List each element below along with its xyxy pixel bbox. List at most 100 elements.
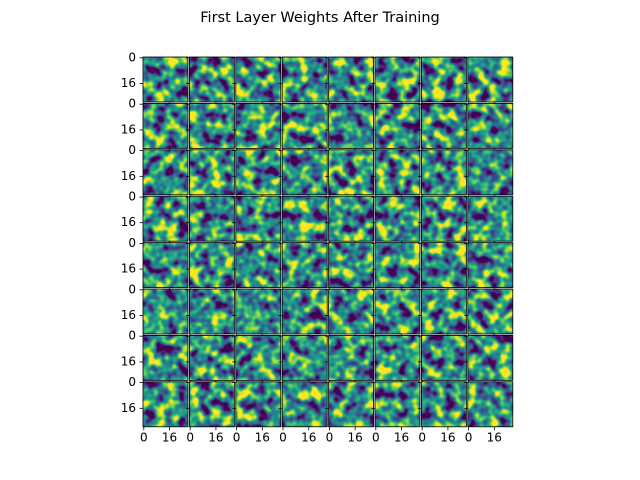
x-tick-label: 16: [208, 430, 223, 444]
panel-frame: [281, 334, 328, 381]
x-tick-label: 0: [140, 430, 148, 444]
panel-frame: [420, 195, 467, 242]
panel-frame: [188, 288, 235, 335]
weight-image: [328, 335, 374, 381]
weight-image: [421, 103, 467, 149]
weight-image: [375, 381, 420, 427]
chart-title: First Layer Weights After Training: [200, 10, 439, 26]
panel-frame: [188, 56, 235, 103]
panel-frame: [328, 288, 375, 335]
panel-frame: [328, 242, 375, 289]
y-tick-label: 0: [128, 236, 136, 250]
panel-frame: [188, 242, 235, 289]
weight-image: [375, 289, 420, 334]
panel-frame: [467, 242, 514, 289]
weight-image: [189, 289, 235, 334]
weight-image: [421, 381, 467, 427]
y-tick-label: 0: [128, 50, 136, 64]
y-tick-label: 0: [128, 329, 136, 343]
panel-frame: [188, 195, 235, 242]
weight-image: [143, 196, 188, 242]
panel-frame: [281, 149, 328, 196]
panel-frame: [328, 334, 375, 381]
panel-frame: [374, 195, 421, 242]
panel-frame: [374, 381, 421, 428]
y-tick-label: 0: [128, 143, 136, 157]
weight-image: [189, 196, 235, 242]
panel-frame: [281, 195, 328, 242]
y-tick-label: 0: [128, 190, 136, 204]
weight-image: [375, 335, 420, 381]
panel-frame: [374, 242, 421, 289]
panel-frame: [235, 242, 282, 289]
weight-image: [189, 103, 235, 149]
weight-image: [328, 381, 374, 427]
weight-image: [421, 289, 467, 334]
weight-image: [328, 289, 374, 334]
x-tick-label: 16: [162, 430, 177, 444]
panel-frame: [467, 334, 514, 381]
y-tick-label: 16: [121, 401, 136, 415]
panel-frame: [281, 381, 328, 428]
weight-image: [375, 242, 420, 288]
panel-frame: [188, 149, 235, 196]
panel-frame: [142, 288, 189, 335]
weight-image: [282, 149, 328, 195]
panel-frame: [281, 288, 328, 335]
panel-frame: [328, 103, 375, 149]
weight-image: [467, 242, 513, 288]
panel-frame: [188, 103, 235, 149]
weight-image: [189, 335, 235, 381]
y-tick-label: 16: [121, 169, 136, 183]
weight-image: [189, 381, 235, 427]
weight-image: [189, 242, 235, 288]
x-tick-label: 16: [394, 430, 409, 444]
weight-image: [235, 57, 281, 102]
weight-image: [467, 103, 513, 149]
weight-image: [467, 196, 513, 242]
panel-frame: [281, 103, 328, 149]
weight-image: [421, 335, 467, 381]
panel-frame: [420, 242, 467, 289]
weight-image: [189, 149, 235, 195]
weight-image: [282, 381, 328, 427]
weight-image: [328, 242, 374, 288]
x-tick-label: 0: [186, 430, 194, 444]
x-tick-label: 0: [279, 430, 287, 444]
weight-image: [143, 57, 188, 102]
weight-image: [143, 103, 188, 149]
panel-frame: [328, 149, 375, 196]
weight-image: [375, 103, 420, 149]
panel-frame: [420, 381, 467, 428]
weight-image: [143, 242, 188, 288]
weight-image: [375, 149, 420, 195]
x-tick-label: 16: [487, 430, 502, 444]
panel-frame: [374, 149, 421, 196]
panel-frame: [142, 334, 189, 381]
panel-frame: [142, 103, 189, 149]
weight-image: [421, 196, 467, 242]
weight-image: [235, 381, 281, 427]
weight-image: [328, 196, 374, 242]
weight-image: [235, 242, 281, 288]
y-tick-label: 16: [121, 262, 136, 276]
panel-frame: [374, 334, 421, 381]
weight-image: [235, 196, 281, 242]
weight-image: [143, 335, 188, 381]
weight-image: [467, 149, 513, 195]
panel-frame: [235, 195, 282, 242]
panel-frame: [235, 149, 282, 196]
x-tick-label: 16: [347, 430, 362, 444]
panel-frame: [328, 56, 375, 103]
panel-frame: [467, 288, 514, 335]
panel-frame: [142, 149, 189, 196]
weight-image: [467, 335, 513, 381]
weight-image: [421, 149, 467, 195]
weight-image: [235, 149, 281, 195]
weight-image: [328, 103, 374, 149]
panel-frame: [281, 56, 328, 103]
x-tick-label: 0: [418, 430, 426, 444]
weight-image: [235, 289, 281, 334]
